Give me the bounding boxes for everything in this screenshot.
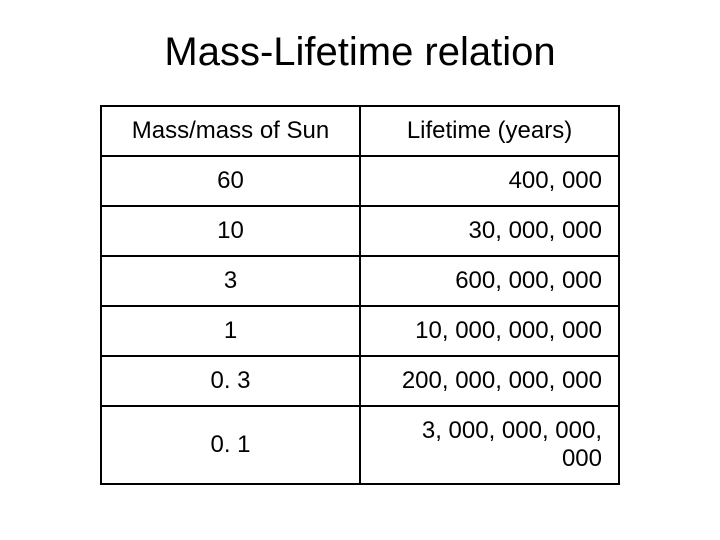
cell-mass: 10 bbox=[101, 206, 360, 256]
table-row: 10 30, 000, 000 bbox=[101, 206, 619, 256]
table-row: 0. 3 200, 000, 000, 000 bbox=[101, 356, 619, 406]
table-row: 0. 1 3, 000, 000, 000, 000 bbox=[101, 406, 619, 484]
column-header-mass: Mass/mass of Sun bbox=[101, 106, 360, 156]
cell-lifetime: 30, 000, 000 bbox=[360, 206, 619, 256]
table-header-row: Mass/mass of Sun Lifetime (years) bbox=[101, 106, 619, 156]
mass-lifetime-table: Mass/mass of Sun Lifetime (years) 60 400… bbox=[100, 105, 620, 485]
cell-lifetime: 10, 000, 000, 000 bbox=[360, 306, 619, 356]
cell-lifetime: 3, 000, 000, 000, 000 bbox=[360, 406, 619, 484]
column-header-lifetime: Lifetime (years) bbox=[360, 106, 619, 156]
table-row: 60 400, 000 bbox=[101, 156, 619, 206]
cell-mass: 60 bbox=[101, 156, 360, 206]
table-row: 1 10, 000, 000, 000 bbox=[101, 306, 619, 356]
cell-mass: 1 bbox=[101, 306, 360, 356]
table-row: 3 600, 000, 000 bbox=[101, 256, 619, 306]
cell-mass: 0. 1 bbox=[101, 406, 360, 484]
cell-mass: 3 bbox=[101, 256, 360, 306]
cell-mass: 0. 3 bbox=[101, 356, 360, 406]
cell-lifetime: 600, 000, 000 bbox=[360, 256, 619, 306]
cell-lifetime: 400, 000 bbox=[360, 156, 619, 206]
page-title: Mass-Lifetime relation bbox=[164, 30, 555, 75]
cell-lifetime: 200, 000, 000, 000 bbox=[360, 356, 619, 406]
